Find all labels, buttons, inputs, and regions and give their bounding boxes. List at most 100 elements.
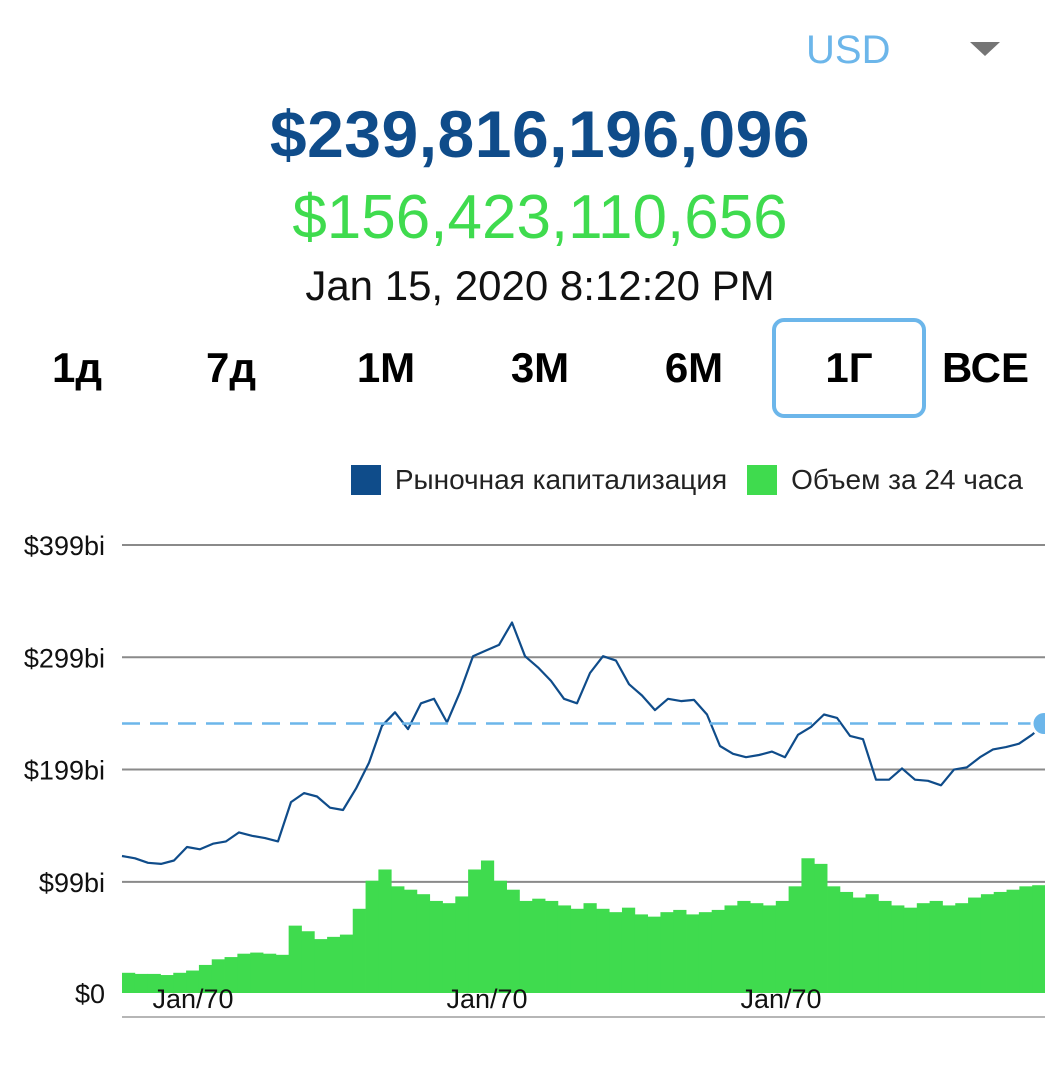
volume-bar xyxy=(288,925,302,993)
volume-bar xyxy=(211,959,225,993)
volume-bar xyxy=(570,908,584,993)
timestamp: Jan 15, 2020 8:12:20 PM xyxy=(305,262,775,309)
volume-bar xyxy=(609,912,623,993)
legend-label-volume: Объем за 24 часа xyxy=(791,464,1023,495)
volume-bar xyxy=(429,900,443,993)
period-tabs: 1д 7д 1М 3М 6М 1Г ВСЕ xyxy=(0,318,1045,422)
volume-bar xyxy=(583,903,597,993)
tab-1y[interactable]: 1Г xyxy=(772,318,926,418)
volume-bar xyxy=(1006,889,1020,993)
tab-7d[interactable]: 7д xyxy=(205,344,257,391)
volume-bar xyxy=(173,972,187,993)
volume-bar xyxy=(698,912,713,993)
volume-bar xyxy=(634,914,648,993)
current-value-marker xyxy=(1030,710,1045,738)
legend-swatch-market-cap xyxy=(350,465,381,495)
volume-bar xyxy=(468,869,482,993)
market-chart[interactable]: $0 $99bi $199bi $299bi $399bi Jan/70 Jan/70 Jan… xyxy=(0,520,1045,1040)
volume-bar xyxy=(275,954,290,993)
chart-legend: Рыночная капитализация Объем за 24 часа xyxy=(331,463,1023,497)
volume-bar xyxy=(775,900,790,993)
volume-bar xyxy=(993,891,1007,993)
volume-bar xyxy=(801,858,815,993)
volume-bar xyxy=(865,894,879,993)
volume-bar xyxy=(134,973,149,993)
tab-1m[interactable]: 1М xyxy=(356,344,416,391)
volume-bar xyxy=(314,939,328,993)
volume-bar xyxy=(519,900,533,993)
volume-bar xyxy=(673,909,687,993)
volume-bar xyxy=(480,860,495,993)
tab-3m[interactable]: 3М xyxy=(510,344,570,391)
volume-24h-value: $156,423,110,656 xyxy=(292,183,788,252)
volume-bar xyxy=(301,931,315,993)
y-tick-label: $399bi xyxy=(24,531,105,561)
volume-bar xyxy=(250,952,264,993)
volume-bar xyxy=(621,907,636,993)
volume-bar xyxy=(762,905,777,993)
volume-bar xyxy=(929,900,943,993)
volume-bar xyxy=(942,905,956,993)
y-tick-label: $0 xyxy=(75,979,105,1009)
volume-bar xyxy=(198,964,213,993)
volume-bar xyxy=(391,886,405,993)
volume-bar xyxy=(968,897,982,993)
volume-bar xyxy=(186,970,200,993)
volume-bar xyxy=(237,953,251,993)
volume-bar xyxy=(532,898,546,993)
volume-bar xyxy=(1019,886,1033,993)
market-cap-value: $239,816,196,096 xyxy=(269,97,811,171)
volume-bar xyxy=(788,886,802,993)
volume-bar xyxy=(352,908,366,993)
y-tick-label: $99bi xyxy=(39,868,105,898)
volume-bar xyxy=(737,900,751,993)
volume-bar xyxy=(493,880,507,993)
volume-bar xyxy=(686,914,700,993)
volume-bar xyxy=(147,973,161,993)
volume-bar xyxy=(955,903,969,993)
volume-bar xyxy=(122,972,136,993)
tab-all[interactable]: ВСЕ xyxy=(941,344,1030,391)
volume-bar xyxy=(814,863,828,993)
tab-6m[interactable]: 6М xyxy=(664,344,724,391)
tab-1d[interactable]: 1д xyxy=(51,344,103,391)
volume-bar xyxy=(916,903,931,993)
legend-item-volume: Объем за 24 часа xyxy=(747,464,1023,496)
volume-bar xyxy=(647,916,661,993)
volume-bar xyxy=(224,957,238,993)
volume-bar xyxy=(980,894,995,993)
volume-bar xyxy=(506,889,520,993)
y-tick-label: $199bi xyxy=(24,756,105,786)
volume-bar xyxy=(263,953,277,993)
legend-item-market-cap: Рыночная капитализация xyxy=(350,464,727,496)
volume-bar xyxy=(378,869,392,993)
volume-bar xyxy=(903,907,918,993)
currency-select[interactable]: USD xyxy=(780,24,1020,78)
volume-bar xyxy=(852,897,866,993)
volume-bar xyxy=(750,903,764,993)
volume-bar xyxy=(557,905,572,993)
volume-bar xyxy=(160,975,174,993)
volume-bar xyxy=(339,934,354,993)
x-tick-label: Jan/70 xyxy=(446,984,527,1014)
volume-bar xyxy=(891,905,905,993)
x-tick-label: Jan/70 xyxy=(152,984,233,1014)
volume-bar xyxy=(711,909,725,993)
volume-bar xyxy=(404,889,418,993)
y-tick-label: $299bi xyxy=(24,643,105,673)
volume-bar xyxy=(827,886,841,993)
volume-bar xyxy=(365,880,379,993)
volume-bar xyxy=(660,912,674,993)
volume-bar xyxy=(596,908,610,993)
currency-label: USD xyxy=(806,28,891,72)
chevron-down-icon xyxy=(970,42,1000,56)
market-cap-line xyxy=(121,621,1045,865)
volume-bar xyxy=(545,900,559,993)
volume-bar xyxy=(442,903,456,993)
volume-bar xyxy=(455,896,469,993)
volume-bar xyxy=(327,936,341,993)
x-tick-label: Jan/70 xyxy=(740,984,821,1014)
volume-bar xyxy=(878,900,892,993)
volume-bar xyxy=(724,905,738,993)
volume-bar xyxy=(416,894,431,993)
